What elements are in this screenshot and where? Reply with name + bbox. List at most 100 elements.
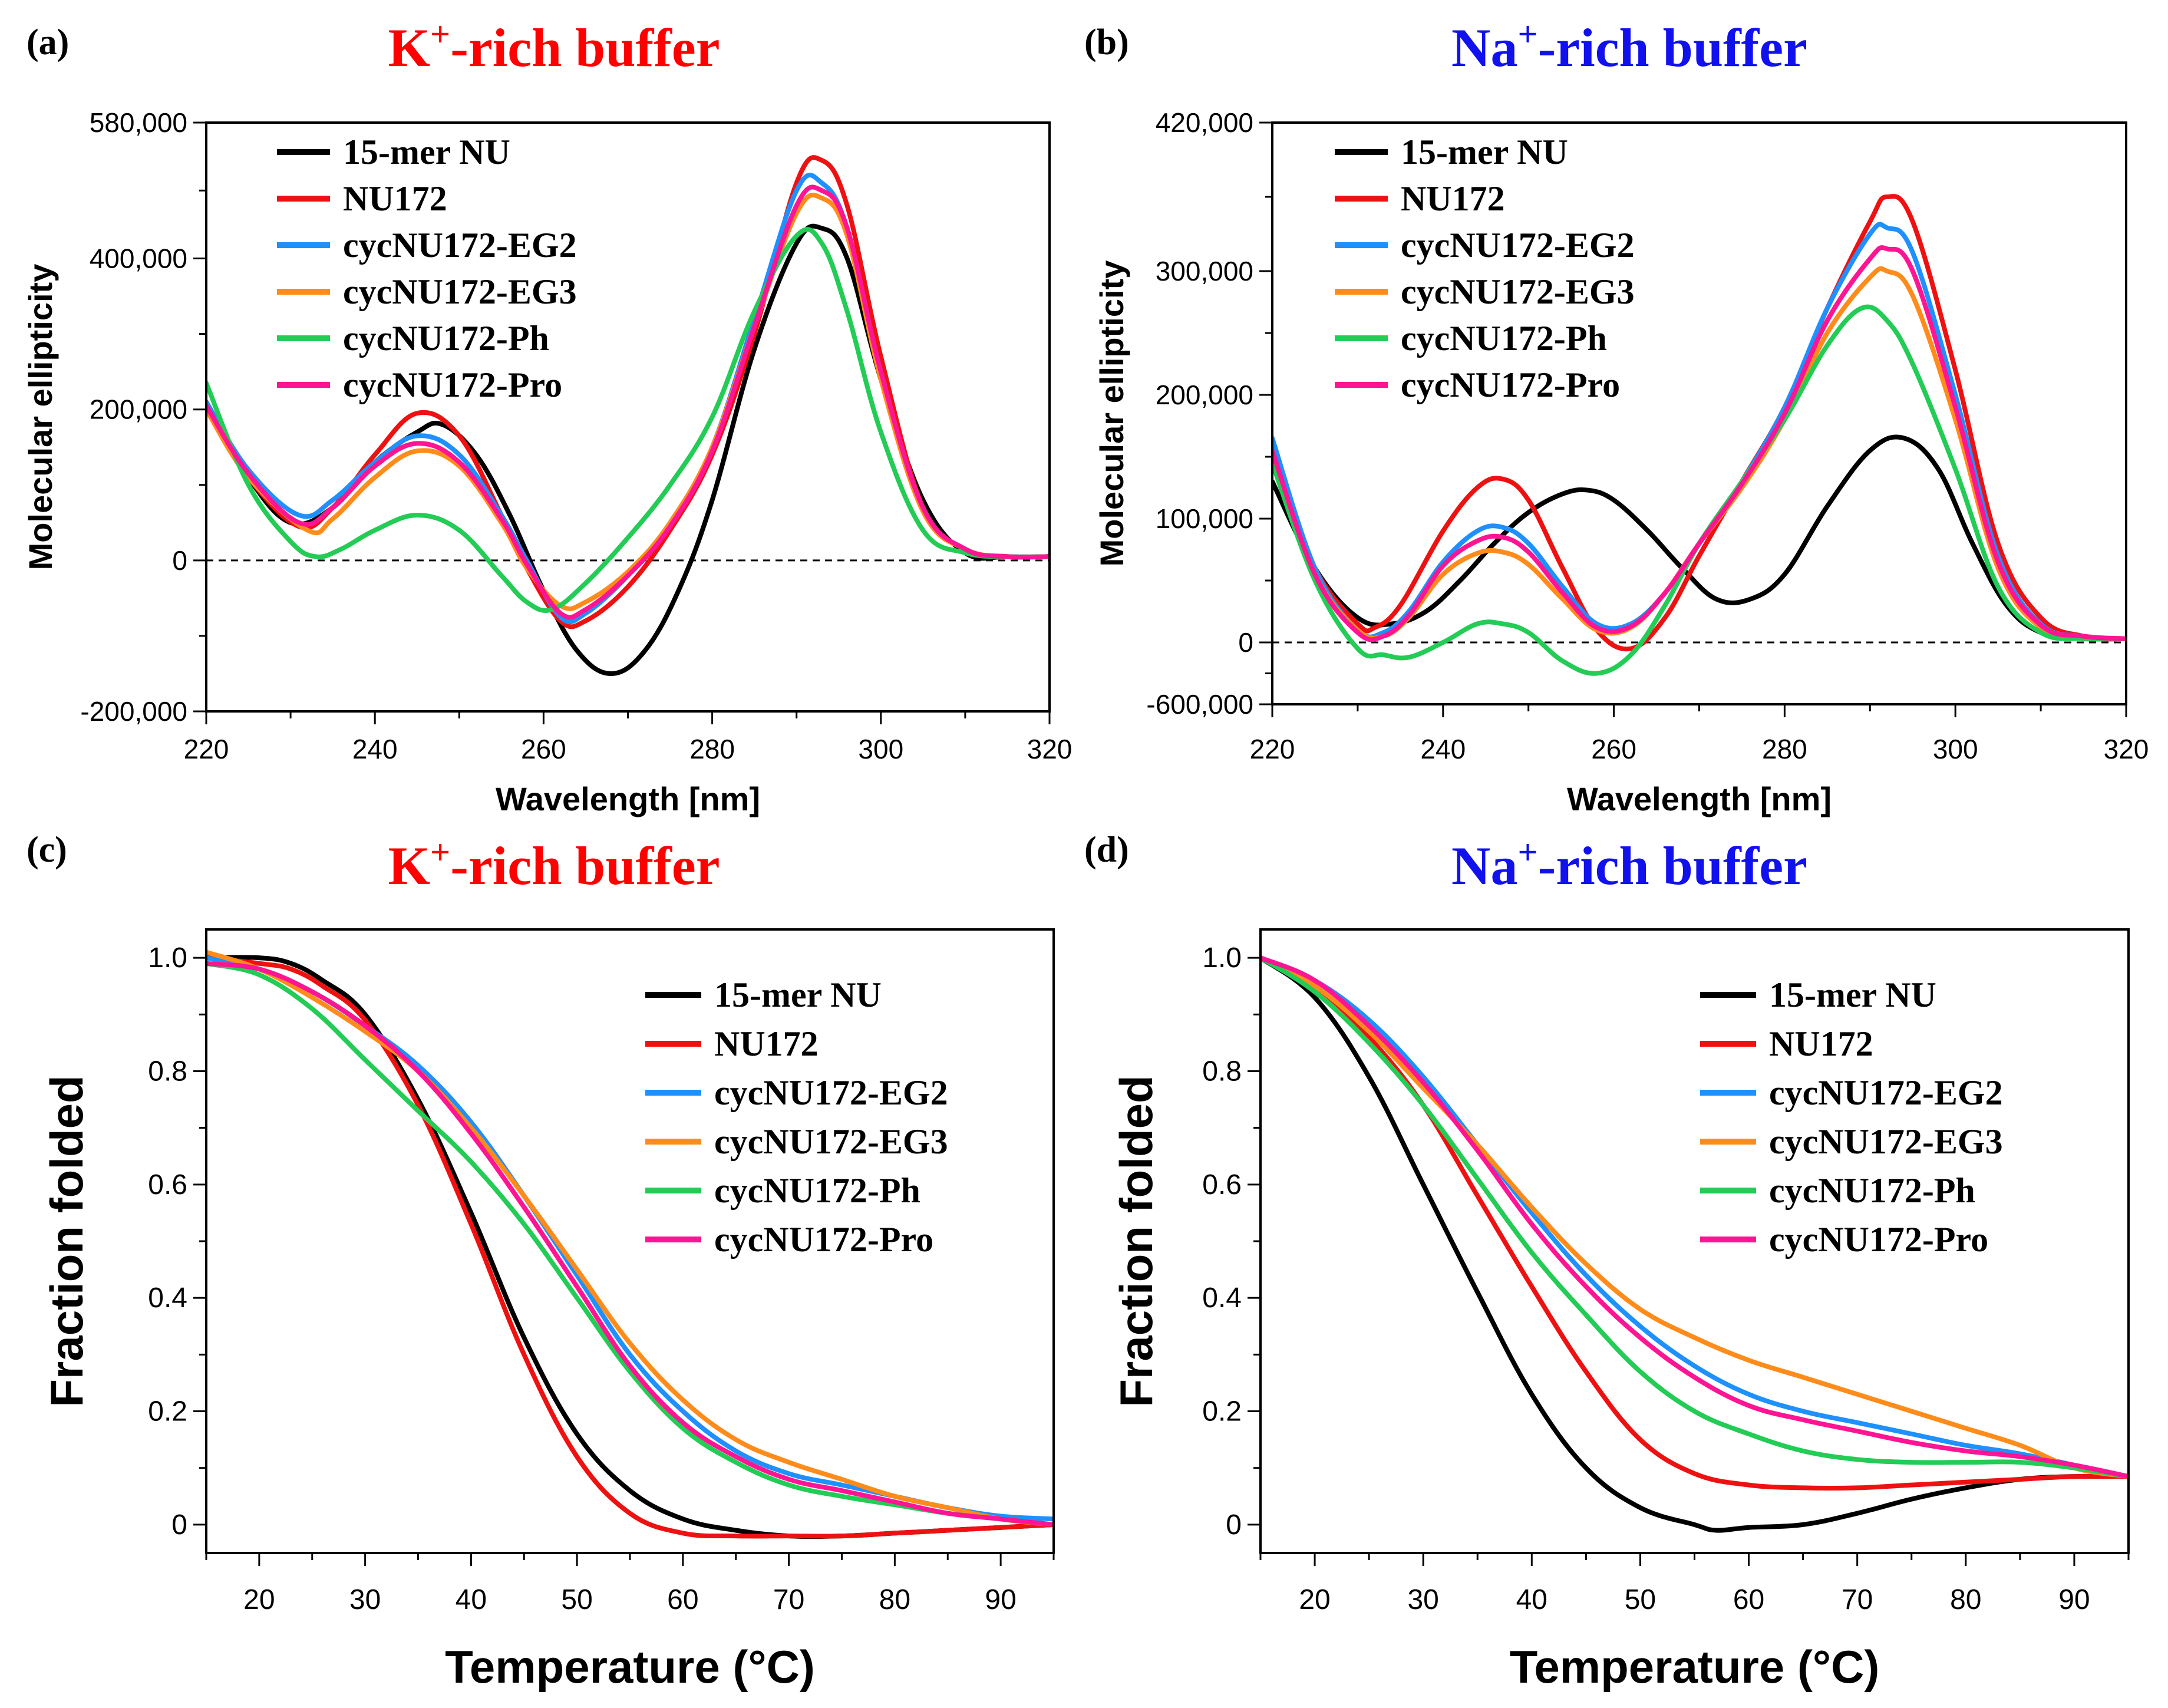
x-tick-label: 260 (1591, 734, 1636, 764)
x-tick-label: 260 (521, 734, 566, 764)
x-tick-label: 300 (1933, 734, 1978, 764)
x-tick-label: 280 (689, 734, 735, 764)
legend-entry: cycNU172-Pro (1401, 365, 1620, 404)
series-line-cycnu172-eg3 (206, 949, 1054, 1527)
series-line-cycnu172-eg3 (206, 192, 1050, 611)
x-tick-label: 80 (1950, 1584, 1981, 1615)
panel-a: (a) K+-rich buffer 220 240 260 280 300 320 580,0… (22, 15, 1072, 817)
legend-entry: cycNU172-EG3 (1401, 272, 1635, 311)
y-tick-label: 0.8 (148, 1056, 187, 1087)
series-group (206, 155, 1050, 676)
panel-b: (b) Na+-rich buffer 220 240 260 280 300 320 420,… (1084, 15, 2149, 817)
y-tick-label: 420,000 (1156, 107, 1253, 138)
y-tick-label: 580,000 (90, 107, 187, 138)
title-rest: -rich buffer (1538, 18, 1807, 78)
series-line-cycnu172-pro (206, 184, 1050, 620)
title-sup: + (1517, 833, 1537, 872)
x-tick-label: 30 (1407, 1584, 1438, 1615)
plot-frame (205, 121, 1051, 713)
series-line-cycnu172-eg3 (1260, 955, 2129, 1479)
x-tick-label: 240 (1420, 734, 1466, 764)
y-tick-label: 0.4 (1202, 1282, 1242, 1314)
series-group (206, 949, 1054, 1539)
y-tick-label: 0.8 (1202, 1056, 1242, 1087)
legend: 15-mer NU NU172 cycNU172-EG2 cycNU172-EG3 cy… (645, 975, 948, 1259)
series-line-cycnu172-ph (206, 227, 1050, 614)
x-axis-label: Wavelength [nm] (1567, 780, 1832, 817)
x-tick-label: 70 (773, 1584, 804, 1615)
y-tick-label: 200,000 (90, 394, 187, 425)
title-rest: -rich buffer (450, 18, 720, 78)
legend-entry: cycNU172-Pro (1769, 1220, 1988, 1259)
x-tick-label: 90 (2058, 1584, 2090, 1615)
y-tick-label: 0.2 (1202, 1396, 1242, 1427)
x-tick-label: 30 (349, 1584, 381, 1615)
legend-entry: cycNU172-EG2 (1769, 1073, 2003, 1112)
y-tick-label: 300,000 (1156, 256, 1253, 286)
panel-title: Na+-rich buffer (1451, 833, 1807, 896)
y-tick-label: -200,000 (80, 696, 187, 727)
series-line-cycnu172-pro (1272, 245, 2126, 642)
x-axis-label: Temperature (°C) (1510, 1641, 1880, 1693)
legend-entry: cycNU172-EG2 (714, 1073, 948, 1112)
title-ion: K (388, 18, 430, 78)
x-tick-label: 20 (1299, 1584, 1330, 1615)
y-tick-label: 0 (1238, 627, 1253, 658)
x-tick-label: 220 (1250, 734, 1295, 764)
y-tick-label: 0 (171, 1509, 187, 1541)
x-tick-label: 20 (243, 1584, 275, 1615)
legend-entry: cycNU172-Ph (1769, 1171, 1975, 1210)
legend-entry: cycNU172-Ph (714, 1171, 920, 1210)
legend-entry: 15-mer NU (1401, 133, 1568, 172)
series-line-cycnu172-pro (1260, 955, 2129, 1479)
legend: 15-mer NU NU172 cycNU172-EG2 cycNU172-EG3 cy… (1700, 975, 2003, 1259)
series-line-nu172 (206, 955, 1054, 1539)
title-rest: -rich buffer (1538, 836, 1807, 896)
y-tick-label: 100,000 (1156, 503, 1253, 534)
x-axis-label: Wavelength [nm] (496, 780, 760, 817)
legend-entry: cycNU172-Pro (343, 365, 562, 404)
panel-letter: (b) (1084, 22, 1129, 62)
y-tick-label: 0 (172, 545, 187, 576)
x-tick-label: 90 (985, 1584, 1016, 1615)
x-axis-label: Temperature (°C) (445, 1641, 815, 1693)
legend-entry: 15-mer NU (714, 975, 882, 1014)
legend-entry: 15-mer NU (343, 133, 510, 172)
title-sup: + (430, 833, 450, 872)
y-tick-label: 400,000 (90, 243, 187, 274)
y-tick-label: 0 (1226, 1509, 1242, 1541)
legend-entry: cycNU172-Ph (1401, 319, 1607, 358)
series-line-nu172 (206, 155, 1050, 629)
x-tick-label: 50 (561, 1584, 592, 1615)
legend-entry: cycNU172-EG2 (343, 226, 577, 265)
plot-frame (1259, 928, 2130, 1554)
title-rest: -rich buffer (450, 836, 720, 896)
y-tick-label: 200,000 (1156, 380, 1253, 410)
legend: 15-mer NU NU172 cycNU172-EG2 cycNU172-EG3 cy… (1335, 133, 1635, 404)
x-tick-label: 220 (184, 734, 229, 764)
series-line-cycnu172-ph (1260, 955, 2129, 1479)
legend-entry: cycNU172-Pro (714, 1220, 933, 1259)
x-tick-label: 50 (1625, 1584, 1656, 1615)
legend-entry: NU172 (343, 179, 447, 218)
legend-entry: cycNU172-EG3 (714, 1122, 948, 1161)
x-tick-label: 320 (1027, 734, 1073, 764)
x-tick-label: 70 (1842, 1584, 1873, 1615)
title-ion: Na (1451, 18, 1517, 78)
panel-c: (c) K+-rich buffer 20 30 40 50 60 70 80 90 1.0 0.8 0… (27, 830, 1055, 1693)
legend-entry: cycNU172-EG3 (343, 272, 577, 311)
panel-title: K+-rich buffer (388, 15, 720, 78)
y-tick-label: 0.2 (148, 1396, 187, 1427)
legend-entry: NU172 (1401, 179, 1505, 218)
y-axis-label: Fraction folded (1110, 1075, 1162, 1407)
legend-entry: cycNU172-EG2 (1401, 226, 1635, 265)
title-ion: Na (1451, 836, 1517, 896)
panel-d: (d) Na+-rich buffer 20 30 40 50 60 70 80 90 1.0 0.8… (1084, 830, 2130, 1693)
legend: 15-mer NU NU172 cycNU172-EG2 cycNU172-EG3 cy… (277, 133, 577, 404)
y-tick-label: -600,000 (1146, 689, 1253, 720)
legend-entry: 15-mer NU (1769, 975, 1936, 1014)
panel-title: K+-rich buffer (388, 833, 720, 896)
x-tick-label: 60 (667, 1584, 698, 1615)
x-tick-label: 40 (456, 1584, 487, 1615)
